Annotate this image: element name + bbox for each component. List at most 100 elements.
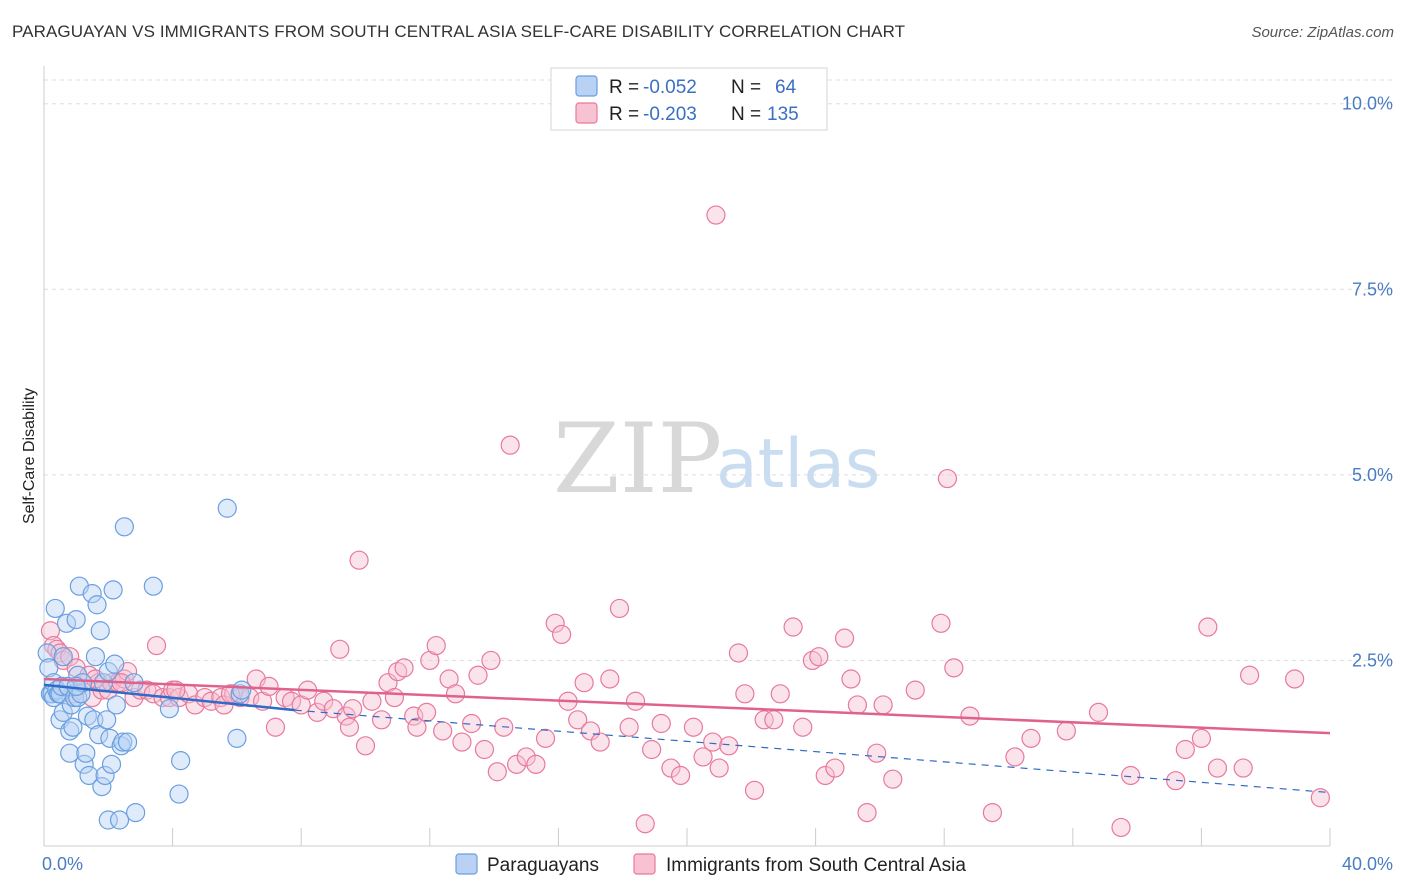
legend-top: R = -0.052 N = 64 R = -0.203 N = 135 xyxy=(550,67,828,131)
pink-point-117 xyxy=(883,769,903,789)
pink-point-79 xyxy=(552,624,572,645)
blue-point-44 xyxy=(101,754,122,774)
pink-point-97 xyxy=(709,758,729,778)
blue-point-39 xyxy=(95,765,115,786)
pink-point-87 xyxy=(619,717,639,737)
pink-point-62 xyxy=(426,635,446,656)
blue-point-0 xyxy=(37,643,57,663)
blue-point-35 xyxy=(89,725,109,745)
pink-point-116 xyxy=(873,695,893,715)
blue-point-21 xyxy=(66,609,86,630)
pink-point-112 xyxy=(841,669,861,689)
y-tick-label-1: 7.5% xyxy=(1352,279,1393,299)
chart-source: Source: ZipAtlas.com xyxy=(1251,24,1394,41)
blue-point-55 xyxy=(143,576,163,596)
blue-point-62 xyxy=(232,680,252,700)
pink-point-0 xyxy=(40,621,61,641)
pink-point-91 xyxy=(651,713,671,734)
pink-point-124 xyxy=(1005,747,1025,767)
blue-point-13 xyxy=(53,647,73,667)
pink-point-70 xyxy=(481,650,501,671)
y-tick-labels: 10.0% 7.5% 5.0% 2.5% xyxy=(1342,94,1393,671)
legend-bottom-swatch-pink xyxy=(633,853,656,875)
y-tick-label-3: 2.5% xyxy=(1352,650,1393,670)
pink-point-120 xyxy=(937,468,958,489)
blue-trend-line xyxy=(43,683,295,712)
blue-point-42 xyxy=(98,810,118,830)
pink-point-130 xyxy=(1166,771,1186,791)
pink-point-63 xyxy=(433,721,453,741)
pink-point-75 xyxy=(516,747,536,767)
pink-point-85 xyxy=(600,669,620,689)
pink-point-134 xyxy=(1207,758,1228,778)
pink-point-57 xyxy=(394,658,414,678)
blue-point-31 xyxy=(82,584,102,604)
blue-point-34 xyxy=(87,595,107,615)
pink-point-109 xyxy=(815,765,835,786)
blue-point-58 xyxy=(171,751,191,771)
pink-point-5 xyxy=(60,647,80,667)
pink-point-102 xyxy=(754,710,774,730)
pink-point-76 xyxy=(526,754,546,774)
pink-point-94 xyxy=(683,717,704,737)
pink-point-108 xyxy=(809,647,829,667)
pink-point-100 xyxy=(735,684,755,704)
blue-point-33 xyxy=(85,647,106,667)
pink-point-67 xyxy=(461,713,482,734)
pink-point-115 xyxy=(867,743,887,763)
pink-point-95 xyxy=(693,747,713,767)
pink-point-47 xyxy=(336,706,356,726)
pink-point-131 xyxy=(1175,739,1195,760)
pink-point-60 xyxy=(416,702,437,722)
pink-point-123 xyxy=(982,802,1003,823)
blue-point-40 xyxy=(97,710,117,730)
pink-point-73 xyxy=(500,435,520,455)
pink-point-93 xyxy=(670,765,691,786)
pink-point-139 xyxy=(706,205,726,225)
pink-point-1 xyxy=(44,635,64,656)
pink-point-83 xyxy=(580,721,601,741)
blue-point-12 xyxy=(53,702,73,722)
watermark-zip: ZIP xyxy=(553,403,722,515)
blue-point-17 xyxy=(60,743,80,763)
pink-point-38 xyxy=(265,717,286,737)
blue-point-30 xyxy=(79,765,99,786)
y-tick-label-0: 10.0% xyxy=(1342,94,1393,114)
pink-point-46 xyxy=(330,639,350,659)
blue-point-16 xyxy=(60,721,80,741)
legend-n-label-2: N = xyxy=(731,104,761,125)
pink-point-122 xyxy=(960,706,980,726)
y-axis-label: Self-Care Disability xyxy=(21,388,38,524)
blue-point-36 xyxy=(90,621,110,641)
y-tick-label-2: 5.0% xyxy=(1352,465,1393,485)
pink-point-81 xyxy=(568,710,588,730)
blue-point-37 xyxy=(92,777,112,797)
blue-point-54 xyxy=(126,802,146,823)
pink-point-58 xyxy=(404,706,424,726)
pink-point-90 xyxy=(642,739,662,760)
blue-point-57 xyxy=(169,784,189,804)
pink-point-101 xyxy=(744,780,765,800)
pink-point-129 xyxy=(1121,765,1141,786)
pink-point-128 xyxy=(1111,817,1131,838)
legend-r-value-2: -0.203 xyxy=(643,104,697,125)
pink-point-126 xyxy=(1056,721,1076,741)
pink-point-98 xyxy=(719,736,739,756)
blue-point-52 xyxy=(117,732,138,752)
pink-point-113 xyxy=(847,695,867,715)
pink-point-133 xyxy=(1198,617,1218,637)
pink-point-121 xyxy=(944,658,964,678)
pink-point-44 xyxy=(314,691,334,711)
pink-point-110 xyxy=(825,758,845,778)
pink-point-78 xyxy=(545,613,565,633)
trend-lines xyxy=(43,677,1331,794)
pink-point-132 xyxy=(1191,728,1212,748)
pink-point-103 xyxy=(764,710,784,730)
pink-point-96 xyxy=(703,732,723,752)
pink-point-71 xyxy=(487,762,507,782)
pink-point-84 xyxy=(590,732,610,752)
blue-point-50 xyxy=(113,732,133,752)
pink-point-138 xyxy=(1310,788,1330,808)
pink-point-77 xyxy=(535,728,556,748)
pink-point-49 xyxy=(343,699,363,719)
